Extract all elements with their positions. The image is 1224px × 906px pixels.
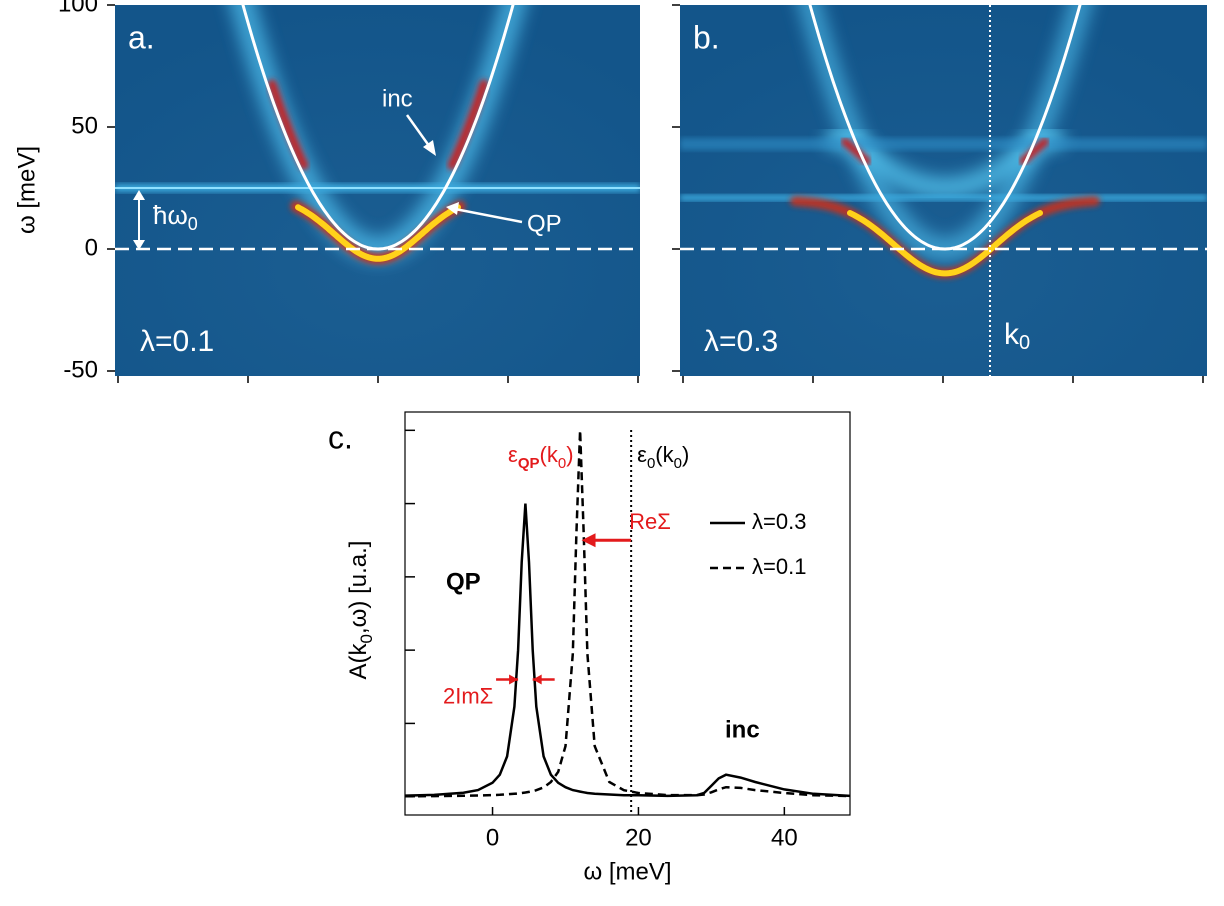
legend-label: λ=0.1 <box>752 554 806 579</box>
qp-label: QP <box>527 210 562 237</box>
x-axis-title: ω [meV] <box>583 858 671 885</box>
inc-label: inc <box>725 716 760 743</box>
im-sigma-label: 2ImΣ <box>443 683 493 708</box>
x-tick-label: 20 <box>625 824 652 851</box>
text-part: (k <box>655 442 674 467</box>
text-part: (k <box>540 442 559 467</box>
x-tick-label: 0 <box>486 824 499 851</box>
text-part: 0 <box>558 455 566 472</box>
incoherent-band <box>267 79 309 170</box>
text-part: k <box>1004 318 1020 351</box>
k0-label: k0 <box>1004 318 1030 354</box>
panel-label: c. <box>328 419 353 455</box>
inc-label: inc <box>382 85 413 112</box>
qp-energy-label: εQP(k0) <box>508 442 574 472</box>
text-part: ) <box>682 442 689 467</box>
lambda-label: λ=0.1 <box>140 325 214 358</box>
band-edge-glow <box>680 138 1207 151</box>
re-sigma-label: ReΣ <box>629 509 671 534</box>
re-sigma-arrowhead <box>581 533 596 548</box>
incoherent-band <box>447 79 489 170</box>
text-part: ) <box>566 442 573 467</box>
im-sigma-arrowheads <box>509 674 542 685</box>
legend-label: λ=0.3 <box>752 509 806 534</box>
lambda-label: λ=0.3 <box>704 325 778 358</box>
text-part: 0 <box>357 634 376 643</box>
inc-arrowhead <box>423 140 436 156</box>
text-part: ħω <box>153 200 188 230</box>
text-part: 0 <box>188 214 198 234</box>
panel-label: b. <box>693 19 720 55</box>
y-axis-title: ω [meV] <box>13 146 40 234</box>
text-part: ε <box>637 442 647 467</box>
qp-label: QP <box>446 568 481 595</box>
qp-band <box>847 210 1043 277</box>
y-tick-label: 100 <box>58 0 98 17</box>
series-line <box>404 503 851 798</box>
qp-arrowhead <box>446 202 459 215</box>
phonon-label: ħω0 <box>153 200 198 234</box>
phonon-line-glow <box>680 194 1207 201</box>
y-axis-title: A(k0,ω) [u.a.] <box>345 541 376 680</box>
qp-arrow <box>454 207 523 224</box>
text-part: 0 <box>674 455 682 472</box>
qp-band <box>295 204 461 262</box>
panel-label: a. <box>128 19 155 55</box>
y-tick-label: 50 <box>71 112 98 139</box>
text-part: ,ω) [u.a.] <box>345 541 372 634</box>
text-part: 0 <box>647 455 655 472</box>
y-tick-label: 0 <box>85 234 98 261</box>
bare-energy-label: ε0(k0) <box>637 442 689 472</box>
text-part: A(k <box>345 642 372 679</box>
text-part: 0 <box>1019 332 1030 354</box>
x-tick-label: 40 <box>771 824 798 851</box>
y-tick-label: -50 <box>63 356 98 383</box>
series-line <box>404 430 851 798</box>
plot-frame <box>404 411 851 816</box>
text-part: QP <box>518 455 540 472</box>
incoherent-bowl <box>824 128 1066 199</box>
text-part: ε <box>508 442 518 467</box>
